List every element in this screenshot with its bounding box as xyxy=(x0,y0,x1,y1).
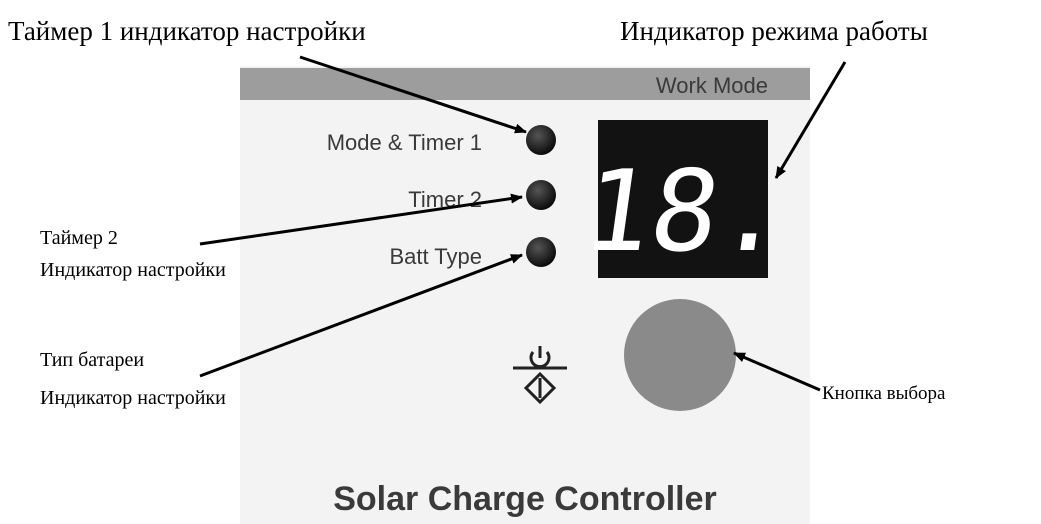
diagram: Work Mode Mode & Timer 1 Timer 2 Batt Ty… xyxy=(0,0,1041,524)
annotation: Индикатор настройки xyxy=(40,387,226,409)
annotation: Индикатор режима работы xyxy=(620,16,928,46)
led xyxy=(526,237,556,267)
annotation: Таймер 2 xyxy=(40,227,118,249)
page: {"annotations": {"timer1": "Таймер 1 инд… xyxy=(0,0,1041,524)
panel-title: Solar Charge Controller xyxy=(333,480,717,518)
annotation: Тип батареи xyxy=(40,349,144,371)
annotation: Кнопка выбора xyxy=(822,383,946,404)
annotation: Таймер 1 индикатор настройки xyxy=(8,16,366,46)
led xyxy=(526,180,556,210)
select-button[interactable] xyxy=(624,299,736,411)
display-digits: 18. xyxy=(575,147,796,277)
indicator-label: Mode & Timer 1 xyxy=(327,130,482,155)
led xyxy=(526,125,556,155)
indicator-label: Batt Type xyxy=(389,244,482,269)
header-label: Work Mode xyxy=(656,73,768,98)
annotation: Индикатор настройки xyxy=(40,259,226,281)
